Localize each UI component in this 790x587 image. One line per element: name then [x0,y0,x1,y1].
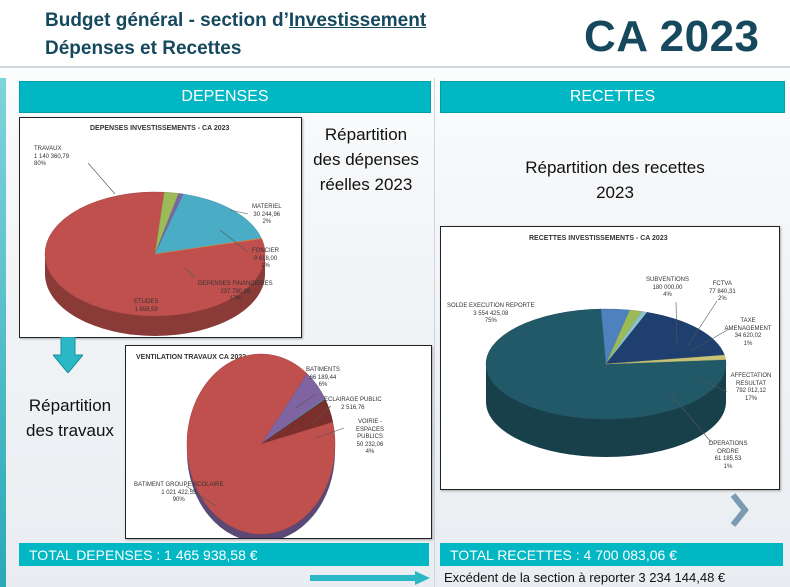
arrow-down-icon [53,337,83,373]
travaux-pie-chart [185,353,345,538]
leader-line [315,427,345,439]
pie-slice-batiment-groupe-scolaire [186,353,336,535]
recettes-chart-panel: RECETTES INVESTISSEMENTS - CA 2023 SOLDE… [440,226,780,490]
page-title-line1: Budget général - section d’Investissemen… [45,10,427,31]
pie-side [486,364,726,457]
travaux-caption: Répartition des travaux [26,396,114,440]
pie-slice-depenses-financieres [154,193,262,255]
pie-label-foncier: FONCIER 9 618,00 1% [252,248,279,269]
leader-line [295,393,317,409]
depenses-pie-chart [44,162,266,336]
total-depenses: TOTAL DEPENSES : 1 465 938,58 € [19,543,429,566]
pie-label-affectation-resultat: AFFECTATION RESULTAT 792 012,12 17% [730,373,772,402]
excedent-footer: Excédent de la section à reporter 3 234 … [444,570,726,585]
leader-line [675,301,678,346]
header-divider [0,66,790,68]
pie-label-materiel: MATERIEL 30 244,96 2% [252,204,282,225]
pie-label-etudes: ETUDES 1 658,59 [134,299,159,313]
chart-title: VENTILATION TRAVAUX CA 2023 [136,354,247,361]
pie-side [45,254,265,336]
total-recettes: TOTAL RECETTES : 4 700 083,06 € [440,543,783,566]
pie-label-solde-execution: SOLDE EXECUTION REPORTE 3 554 425,08 75% [447,303,535,324]
arrow-right-icon [310,571,430,585]
chart-title: DEPENSES INVESTISSEMENTS - CA 2023 [90,125,230,132]
leader-line [87,162,116,195]
depenses-header: DEPENSES [19,81,431,113]
year-badge: CA 2023 [584,12,760,61]
chart-title: RECETTES INVESTISSEMENTS - CA 2023 [529,235,668,242]
leader-line [668,391,712,443]
pie-slice-etudes [154,237,262,255]
leader-line [229,209,249,215]
pie-label-taxe-amenagement: TAXE AMENAGEMENT 34 620,02 1% [724,318,772,347]
depenses-caption: Répartition des dépenses réelles 2023 [313,125,419,194]
recettes-pie-chart [485,300,730,457]
depenses-chart-panel: DEPENSES INVESTISSEMENTS - CA 2023 TRAVA… [19,117,302,338]
pie-label-voirie: VOIRIE - ESPACES PUBLICS 50 232,06 4% [356,419,384,455]
page-title-line2: Dépenses et Recettes [45,38,242,59]
leader-line [184,267,196,279]
leader-line [690,328,730,352]
chevron-right-icon[interactable] [727,493,751,527]
pie-label-eclairage: ECLAIRAGE PUBLIC 2 516,76 [324,397,382,411]
pie-label-groupe-scolaire: BATIMENT GROUPE SCOLAIRE 1 021 422,53 90% [134,482,224,503]
title-band [0,0,790,66]
leader-line [311,405,332,425]
pie-label-depenses-financieres: DEPENSES FINANCIERES 237 780,99 17% [198,281,273,302]
title-emphasis: Investissement [288,10,427,31]
pie-label-travaux: TRAVAUX 1 140 360,79 80% [34,146,70,167]
recettes-caption: Répartition des recettes 2023 [525,158,705,202]
pie-label-subventions: SUBVENTIONS 180 000,00 4% [646,277,690,298]
pie-slice-operations-ordre [605,354,726,365]
recettes-header: RECETTES [440,81,785,113]
pie-label-fctva: FCTVA 77 840,31 2% [709,281,736,302]
leader-line [185,485,217,507]
column-divider [434,78,435,587]
left-accent-bar [0,78,6,587]
leader-line [686,300,718,348]
leader-line [219,229,249,253]
travaux-chart-panel: VENTILATION TRAVAUX CA 2023 BATIMENTS 66 … [125,345,432,539]
pie-label-batiments: BATIMENTS 66 189,44 6% [306,367,340,388]
pie-label-operations-ordre: OPERATIONS ORDRE 61 185,53 1% [708,441,748,470]
leader-line [695,376,728,393]
